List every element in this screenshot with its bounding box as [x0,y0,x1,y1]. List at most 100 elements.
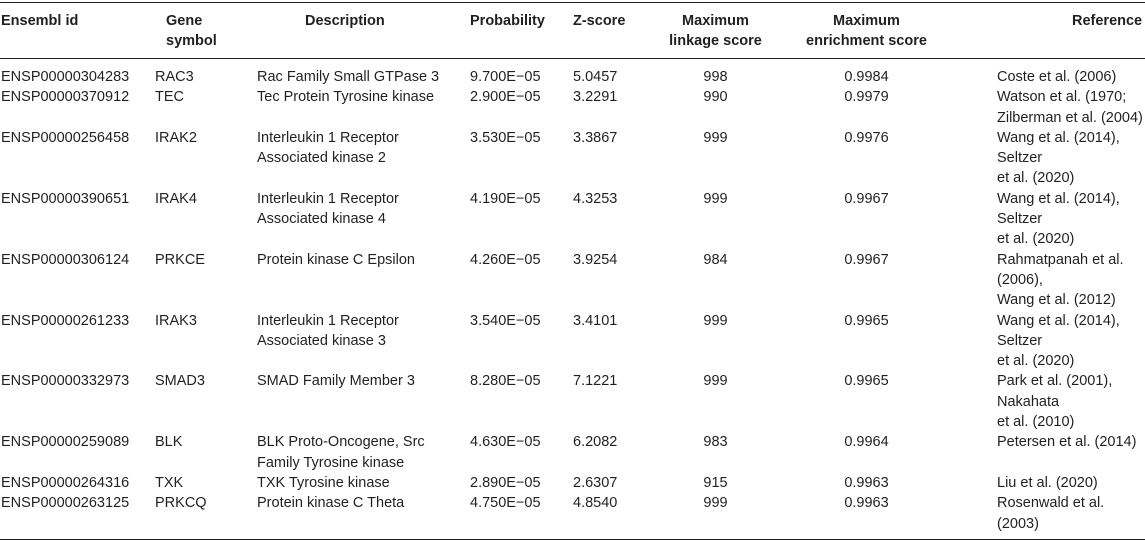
cell-ensembl-id-text: ENSP00000261233 [1,312,130,329]
cell-max-linkage-text: 999 [703,312,728,329]
cell-max-enrichment: 0.9963 [786,493,947,539]
cell-reference: Wang et al. (2014), Seltzer et al. (2020) [947,189,1145,250]
cell-gene-symbol-text: IRAK2 [155,129,197,146]
table-row: ENSP00000259089 BLK BLK Proto-Oncogene, Sr… [0,432,1145,473]
cell-z-score: 4.3253 [559,189,645,250]
cell-z-score-text: 3.2291 [573,89,618,106]
cell-max-linkage: 999 [645,189,786,250]
cell-ensembl-id-text: ENSP00000306124 [1,251,130,268]
cell-reference-text: et al. (2010) [997,414,1075,431]
cell-z-score-text: 4.8540 [573,495,618,512]
cell-max-enrichment-text: 0.9964 [844,434,889,451]
cell-ensembl-id: ENSP00000304283 [0,59,148,88]
cell-description-text: SMAD Family Member 3 [257,373,415,390]
cell-ensembl-id-text: ENSP00000304283 [1,69,130,85]
cell-probability: 4.750E−05 [464,493,559,539]
cell-z-score: 3.9254 [559,250,645,311]
cell-gene-symbol: TEC [148,87,247,128]
cell-reference-text: Petersen et al. (2014) [997,434,1137,451]
cell-ensembl-id: ENSP00000370912 [0,87,148,128]
cell-max-enrichment-text: 0.9967 [844,251,889,268]
cell-gene-symbol-text: IRAK3 [155,312,197,329]
cell-reference-text: Wang et al. (2014), Seltzer [997,129,1120,167]
cell-z-score-text: 4.3253 [573,190,618,207]
cell-ensembl-id: ENSP00000263125 [0,493,148,539]
cell-gene-symbol-text: BLK [155,434,183,451]
cell-gene-symbol-text: PRKCQ [155,495,207,512]
cell-description: BLK Proto-Oncogene, Src Family Tyrosine k… [247,432,464,473]
cell-probability-text: 4.750E−05 [470,495,541,512]
cell-max-enrichment-text: 0.9976 [844,129,889,146]
cell-description: Interleukin 1 Receptor Associated kinase … [247,311,464,372]
cell-max-enrichment-text: 0.9979 [844,89,889,106]
cell-z-score-text: 2.6307 [573,474,618,491]
table-body: ENSP00000304283 RAC3 Rac Family Small GTPa… [0,59,1145,540]
cell-reference: Coste et al. (2006) [947,59,1145,88]
header-probability: Probability [470,13,545,29]
cell-description: SMAD Family Member 3 [247,371,464,432]
cell-probability: 4.630E−05 [464,432,559,473]
cell-reference-text: Rosenwald et al. (2003) [997,495,1105,532]
table-row: ENSP00000390651 IRAK4 Interleukin 1 Recept… [0,189,1145,250]
cell-gene-symbol-text: TEC [155,89,184,106]
cell-max-linkage-text: 983 [703,434,728,451]
cell-reference-text: et al. (2020) [997,353,1075,370]
cell-gene-symbol: IRAK4 [148,189,247,250]
cell-probability-text: 2.900E−05 [470,89,541,106]
cell-max-linkage-text: 999 [703,129,728,146]
cell-max-linkage: 999 [645,371,786,432]
cell-gene-symbol: IRAK2 [148,128,247,189]
cell-reference: Wang et al. (2014), Seltzer et al. (2020) [947,128,1145,189]
cell-gene-symbol: BLK [148,432,247,473]
cell-gene-symbol-text: SMAD3 [155,373,205,390]
cell-gene-symbol-text: IRAK4 [155,190,197,207]
cell-reference: Wang et al. (2014), Seltzer et al. (2020) [947,311,1145,372]
cell-max-enrichment-text: 0.9967 [844,190,889,207]
cell-max-linkage-text: 999 [703,373,728,390]
cell-max-enrichment: 0.9984 [786,59,947,88]
cell-reference: Liu et al. (2020) [947,473,1145,493]
cell-reference-text: Wang et al. (2014), Seltzer [997,190,1120,228]
cell-ensembl-id: ENSP00000264316 [0,473,148,493]
cell-reference-text: Zilberman et al. (2004) [997,109,1143,126]
cell-z-score-text: 6.2082 [573,434,618,451]
cell-probability-text: 2.890E−05 [470,474,541,491]
cell-z-score-text: 3.3867 [573,129,618,146]
table-row: ENSP00000304283 RAC3 Rac Family Small GTPa… [0,59,1145,88]
cell-description: TXK Tyrosine kinase [247,473,464,493]
cell-gene-symbol-text: TXK [155,474,184,491]
cell-gene-symbol: PRKCE [148,250,247,311]
cell-reference-text: Park et al. (2001), Nakahata [997,373,1113,410]
cell-ensembl-id-text: ENSP00000256458 [1,129,130,146]
cell-reference-text: Coste et al. (2006) [997,69,1117,85]
cell-max-linkage-text: 990 [703,89,728,106]
cell-reference: Petersen et al. (2014) [947,432,1145,473]
cell-max-linkage: 915 [645,473,786,493]
cell-description-text: Family Tyrosine kinase [257,454,405,471]
cell-max-enrichment-text: 0.9965 [844,373,889,390]
cell-probability-text: 4.190E−05 [470,190,541,207]
cell-max-linkage-text: 999 [703,190,728,207]
cell-max-linkage-text: 915 [703,474,728,491]
cell-description-text: Interleukin 1 Receptor [257,190,399,207]
cell-probability: 9.700E−05 [464,59,559,88]
cell-probability-text: 3.540E−05 [470,312,541,329]
cell-max-enrichment: 0.9967 [786,189,947,250]
cell-gene-symbol: IRAK3 [148,311,247,372]
cell-ensembl-id: ENSP00000306124 [0,250,148,311]
cell-z-score-text: 3.4101 [573,312,618,329]
cell-gene-symbol-text: PRKCE [155,251,205,268]
cell-description-text: Protein kinase C Epsilon [257,251,415,268]
cell-description: Protein kinase C Epsilon [247,250,464,311]
cell-gene-symbol: RAC3 [148,59,247,88]
cell-max-enrichment-text: 0.9963 [844,495,889,512]
cell-z-score-text: 3.9254 [573,251,618,268]
cell-description-text: Protein kinase C Theta [257,495,405,512]
cell-probability-text: 4.630E−05 [470,434,541,451]
header-ensembl-id: Ensembl id [1,13,79,29]
cell-reference-text: et al. (2020) [997,231,1075,248]
cell-z-score: 3.3867 [559,128,645,189]
cell-reference: Park et al. (2001), Nakahata et al. (2010… [947,371,1145,432]
cell-gene-symbol: TXK [148,473,247,493]
